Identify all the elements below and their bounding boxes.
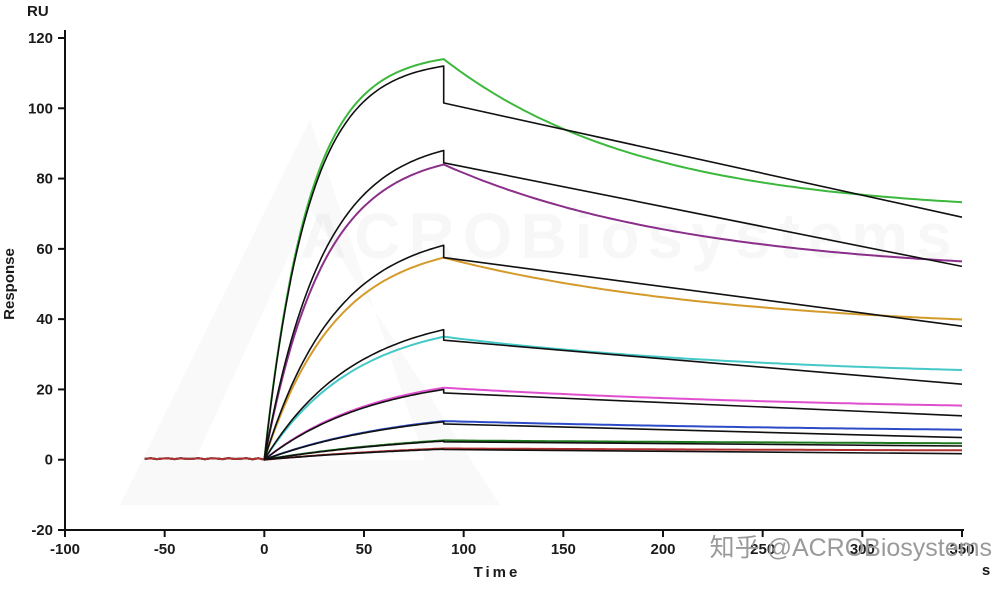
fit-line-series-purple xyxy=(263,149,963,460)
x-tick-label: 300 xyxy=(850,541,875,558)
y-tick-label: 80 xyxy=(36,171,53,188)
y-tick-label: 100 xyxy=(28,100,53,117)
logo-triangle-icon xyxy=(120,120,500,505)
fit-line-series-blue xyxy=(264,421,963,461)
background-logo: ACROBiosystems xyxy=(120,120,960,505)
series-line-series-orange xyxy=(144,256,963,461)
fit-line-series-orange xyxy=(263,244,963,460)
x-tick-label: 0 xyxy=(260,541,268,558)
x-tick-label: -100 xyxy=(50,541,80,558)
y-tick-label: 60 xyxy=(36,241,53,258)
fit-line-series-cyan xyxy=(263,328,963,461)
y-axis-title: Response xyxy=(1,248,18,320)
y-tick-label: 120 xyxy=(28,30,53,47)
y-tick-label: 40 xyxy=(36,311,53,328)
x-tick-label: 50 xyxy=(356,541,373,558)
y-axis-unit-label: RU xyxy=(27,3,49,20)
fit-line-series-dark-red xyxy=(264,448,963,461)
series-line-series-purple xyxy=(144,163,963,461)
x-tick-label: 150 xyxy=(551,541,576,558)
x-tick-label: 250 xyxy=(750,541,775,558)
series-line-series-cyan xyxy=(144,335,963,461)
series-line-series-green xyxy=(144,58,963,461)
x-axis-title: Time xyxy=(474,564,521,581)
fit-line-series-dark-green xyxy=(264,440,963,461)
y-tick-label: -20 xyxy=(31,522,53,539)
x-tick-label: -50 xyxy=(154,541,176,558)
fit-line-series-green xyxy=(263,65,963,460)
y-axis-ticks: -20 0 20 40 60 80 100 120 xyxy=(28,30,65,539)
y-tick-label: 0 xyxy=(45,452,53,469)
y-tick-label: 20 xyxy=(36,381,53,398)
fit-layer xyxy=(263,65,963,461)
watermark-text: 知乎 @ACROBiosystems xyxy=(710,534,992,562)
x-axis-unit-label: s xyxy=(982,562,990,579)
x-tick-label: 200 xyxy=(650,541,675,558)
fit-line-series-magenta xyxy=(263,388,963,461)
background-watermark-text: ACROBiosystems xyxy=(300,200,960,272)
x-axis-ticks: -100 -50 0 50 100 150 200 250 300 350 xyxy=(50,530,975,558)
x-tick-label: 350 xyxy=(949,541,974,558)
x-tick-label: 100 xyxy=(451,541,476,558)
